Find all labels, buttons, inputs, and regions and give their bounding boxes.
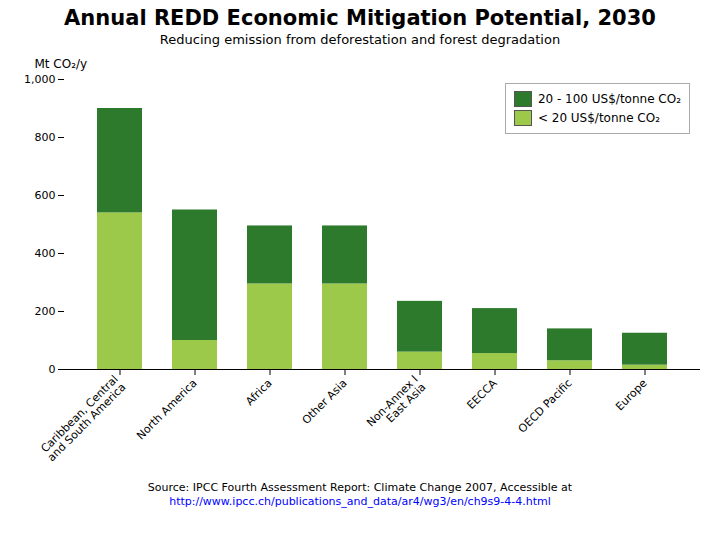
svg-text:1,000: 1,000 xyxy=(24,73,56,86)
svg-text:Other Asia: Other Asia xyxy=(300,377,350,427)
svg-text:North America: North America xyxy=(134,377,200,443)
svg-text:Europe: Europe xyxy=(613,377,650,414)
svg-text:Mt CO₂/y: Mt CO₂/y xyxy=(35,57,88,71)
html-text:Annual REDD Economic Mitigatio: Annual REDD Economic Mitigation Potentia… xyxy=(64,6,656,30)
html-text:< 20 US$/tonne CO₂: < 20 US$/tonne CO₂ xyxy=(537,111,660,125)
html-text:20 - 100 US$/tonne CO₂: 20 - 100 US$/tonne CO₂ xyxy=(537,92,681,106)
svg-text:Non-Annex IEast Asia: Non-Annex IEast Asia xyxy=(364,373,428,437)
svg-text:400: 400 xyxy=(35,247,56,260)
svg-text:0: 0 xyxy=(49,363,56,376)
html-text:Source: IPCC Fourth Assessment: Source: IPCC Fourth Assessment Report: C… xyxy=(147,481,573,494)
svg-text:OECD Pacific: OECD Pacific xyxy=(516,377,575,436)
svg-text:Africa: Africa xyxy=(243,377,274,408)
html-text:Reducing emission from defores: Reducing emission from deforestation and… xyxy=(159,32,561,47)
svg-text:EECCA: EECCA xyxy=(464,376,500,412)
svg-text:600: 600 xyxy=(35,189,56,202)
html-text:http://www.ipcc.ch/publication: http://www.ipcc.ch/publications_and_data… xyxy=(169,495,551,508)
svg-text:Caribbean, Centraland South Am: Caribbean, Centraland South America xyxy=(37,373,128,464)
svg-text:800: 800 xyxy=(35,131,56,144)
svg-text:200: 200 xyxy=(35,305,56,318)
